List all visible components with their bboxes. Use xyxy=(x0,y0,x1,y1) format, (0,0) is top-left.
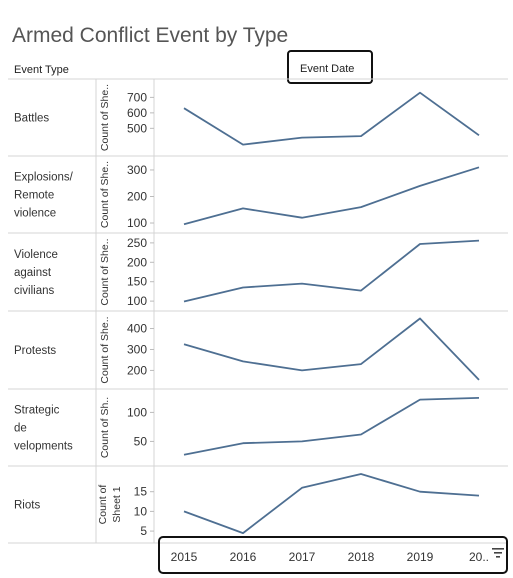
y-tick-label: 150 xyxy=(127,275,147,289)
category-label: velopments xyxy=(14,441,73,453)
sort-descending-icon[interactable] xyxy=(492,547,504,559)
y-tick-label: 250 xyxy=(127,236,147,250)
y-tick-label: 200 xyxy=(127,363,147,377)
category-label: violence xyxy=(14,208,56,220)
y-axis-label: Count of Sh.. xyxy=(99,397,111,458)
category-label: Battles xyxy=(14,113,49,125)
series-line xyxy=(183,91,480,146)
y-tick-label: 15 xyxy=(134,485,148,499)
category-label: against xyxy=(14,267,52,279)
y-tick-label: 10 xyxy=(134,504,148,518)
y-tick-label: 50 xyxy=(134,434,148,448)
y-tick-label: 300 xyxy=(127,342,147,356)
category-label: Violence xyxy=(14,249,58,261)
y-axis-label: Sheet 1 xyxy=(111,486,123,522)
y-axis-label: Count of She.. xyxy=(99,238,111,305)
y-axis-label: Count of xyxy=(97,485,109,525)
y-tick-label: 200 xyxy=(127,189,147,203)
chart-title: Armed Conflict Event by Type xyxy=(12,24,289,47)
y-tick-label: 400 xyxy=(127,322,147,336)
series-line xyxy=(183,397,480,456)
y-axis-label: Count of She.. xyxy=(99,84,111,151)
y-tick-label: 500 xyxy=(127,121,147,135)
event-date-header[interactable]: Event Date xyxy=(300,63,355,75)
category-label: Strategic xyxy=(14,405,60,417)
category-label: Explosions/ xyxy=(14,172,74,184)
category-label: de xyxy=(14,423,27,435)
y-tick-label: 5 xyxy=(140,524,147,538)
y-tick-label: 100 xyxy=(127,405,147,419)
y-tick-label: 200 xyxy=(127,255,147,269)
series-line xyxy=(183,317,480,381)
category-label: Riots xyxy=(14,500,40,512)
series-line xyxy=(183,239,480,303)
x-tick-label: 20.. xyxy=(469,550,489,564)
x-tick-label: 2018 xyxy=(348,550,375,564)
series-line xyxy=(183,166,480,226)
x-axis-highlight xyxy=(158,536,508,574)
series-line xyxy=(183,473,480,534)
event-type-header: Event Type xyxy=(14,64,69,76)
x-tick-label: 2015 xyxy=(171,550,198,564)
category-label: Remote xyxy=(14,190,54,202)
category-label: Protests xyxy=(14,345,56,357)
x-tick-label: 2016 xyxy=(230,550,257,564)
y-axis-label: Count of She.. xyxy=(99,161,111,228)
x-tick-label: 2019 xyxy=(407,550,434,564)
y-tick-label: 300 xyxy=(127,163,147,177)
event-date-highlight xyxy=(287,50,373,84)
y-tick-label: 100 xyxy=(127,216,147,230)
y-axis-label: Count of She.. xyxy=(99,316,111,383)
y-tick-label: 700 xyxy=(127,90,147,104)
y-tick-label: 100 xyxy=(127,294,147,308)
x-tick-label: 2017 xyxy=(289,550,316,564)
category-label: civilians xyxy=(14,285,55,297)
y-tick-label: 600 xyxy=(127,106,147,120)
